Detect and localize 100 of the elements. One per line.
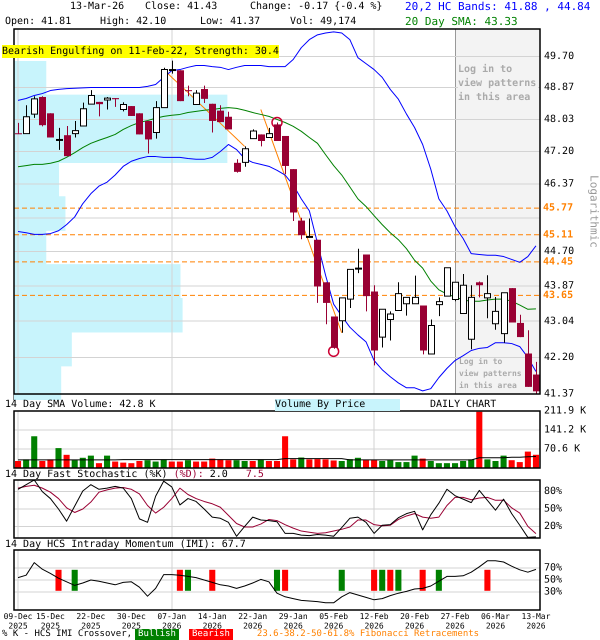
y-tick-label: 211.9 K [544,406,586,417]
x-tick-label: 09-Dec 2025 [4,612,33,630]
series-label: (%D): [174,469,205,480]
y-tick-label: 80% [544,486,562,498]
x-tick-label: 13-Mar 2026 [522,612,551,630]
bar [484,459,490,468]
text: 13-Mar-26 [70,1,124,13]
y-tick-label: 141.2 K [544,424,586,436]
x-tick-label: 22-Jan 2026 [238,612,268,630]
y-tick-label: 48.03 [544,114,574,126]
bar [403,462,410,468]
bar [395,462,402,468]
y-tick-label: 50% [544,504,562,515]
x-tick-label: 20-Feb 2026 [400,612,430,630]
bar [338,461,345,468]
chart-title: 14 Day HCS Intraday Momentum (IMI): 67.7 [5,539,246,551]
y-tick-label: 70% [544,562,562,574]
bar [282,436,288,468]
bar [193,462,200,468]
candlestick [323,282,330,325]
y-tick-label: 42.20 [544,352,574,364]
bar [274,461,280,468]
bar [290,459,296,468]
annotation: Log in to view patterns in this area [459,357,522,390]
series-label: (%K) [143,469,169,480]
bar [250,461,256,468]
text: Close: 41.43 [145,1,218,13]
text: DAILY CHART [430,399,496,411]
y-tick-label: 49.70 [544,51,574,62]
ref-line-label: 44.45 [543,256,574,268]
bar [242,461,248,468]
candlestick [145,120,152,154]
y-tick-label: 41.37 [544,388,574,400]
bar [39,461,46,468]
bar [112,462,118,468]
chart-title: 14 Day Fast Stochastic [5,469,138,480]
bar [516,462,523,468]
bar [330,460,337,468]
text: 20,2 HC Bands: 41.88 , 44.84 [405,0,590,13]
x-tick-label: 30-Dec 2025 [116,612,146,630]
ref-line-label: 45.11 [543,229,574,240]
y-tick-label: 47.20 [544,146,574,158]
bar [460,461,466,468]
bar [225,460,232,468]
x-tick-label: 22-Dec 2025 [76,612,106,630]
bar [234,460,240,468]
bar [298,458,304,468]
bar [120,462,126,468]
bar [31,436,38,468]
candlestick [258,134,265,147]
annotation: 2.0 [210,469,228,480]
x-tick-label: 05-Feb 2026 [319,612,348,630]
bar [436,463,442,468]
bar [322,459,329,468]
y-tick-label: 43.87 [544,280,574,292]
x-tick-label: 12-Feb 2026 [360,612,389,630]
y-tick-label: 20% [544,520,562,532]
bar [184,460,192,468]
candlestick [15,122,22,134]
annotation: 7.5 [246,469,264,480]
candlestick [517,314,524,338]
text: 23.6-38.2-50-61.8% Fibonacci Retracements [256,629,480,640]
bar [266,461,272,468]
text: 20 Day SMA: 43.33 [405,15,518,28]
ref-line-label: 45.77 [543,202,574,214]
bar [428,461,434,468]
candlestick [234,158,241,174]
text: Change: -0.17 {-0.4 %} [250,1,382,13]
bar [444,463,450,468]
annotation: Log in to view patterns in this area [458,63,538,105]
bar [508,460,515,468]
bar [128,463,134,468]
text: High: 42.10 [100,16,166,28]
text: Bearish [188,629,233,640]
bar [379,461,386,468]
x-tick-label: 29-Jan 2026 [278,612,308,630]
x-tick-label: 15-Dec 2025 [36,612,66,630]
candlestick [201,85,208,104]
bar [306,459,312,468]
legend-title: % K - HCS IMI Crossover, [2,629,132,640]
bar [15,461,22,468]
text: Vol: 49,174 [290,16,356,28]
y-tick-label: 70.6 K [544,444,580,455]
x-tick-label: 14-Jan 2026 [198,612,227,630]
bar [168,462,175,468]
bar [532,454,539,468]
annotation: Bearish Engulfing on 11-Feb-22, Strength: 30.4 [2,45,279,58]
y-tick-label: 44.70 [544,246,574,258]
y-tick-label: 46.37 [544,178,574,190]
bar [476,412,482,468]
bar [96,463,102,468]
text: Open: 41.81 [5,16,72,28]
text: Bullish [135,629,179,640]
ref-line-label: 43.65 [543,290,574,301]
bar [136,461,142,468]
candlestick [298,217,305,240]
bar [492,461,499,468]
bar [201,462,208,468]
bar [314,459,320,468]
text: Low: 41.37 [200,16,260,28]
